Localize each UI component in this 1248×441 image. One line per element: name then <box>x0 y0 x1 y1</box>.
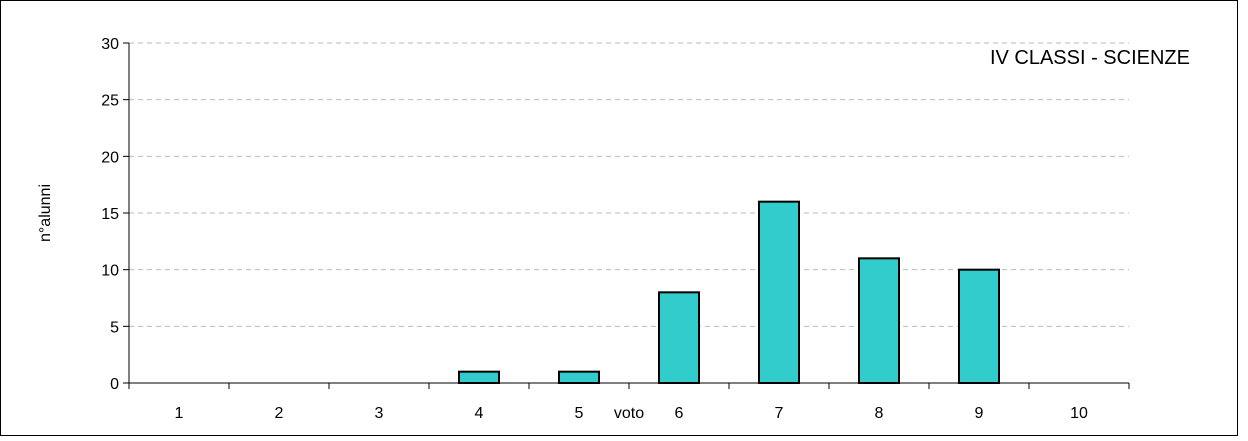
x-tick-label: 7 <box>775 405 784 422</box>
bar-6 <box>658 291 700 385</box>
x-axis-label: voto <box>614 405 644 422</box>
y-tick-label: 20 <box>101 149 119 166</box>
y-tick-label: 5 <box>110 319 119 336</box>
y-tick-labels: 0 5 10 15 20 25 30 <box>101 36 119 393</box>
bar-7 <box>758 200 800 384</box>
x-tick-label: 1 <box>175 405 184 422</box>
x-tick-label: 10 <box>1070 405 1088 422</box>
x-tick-label: 2 <box>275 405 284 422</box>
y-axis-label: n°alunni <box>37 184 54 242</box>
x-tick-label: 4 <box>475 405 484 422</box>
bar-5 <box>558 370 600 384</box>
bar-4 <box>458 370 500 384</box>
y-tick-label: 10 <box>101 263 119 280</box>
gridlines <box>129 42 1129 327</box>
x-tick-label: 3 <box>375 405 384 422</box>
x-tick-label: 9 <box>975 405 984 422</box>
x-tick-labels: 1 2 3 4 5 6 7 8 9 10 <box>175 405 1088 422</box>
bar-9 <box>958 268 1000 384</box>
axes <box>123 42 1130 389</box>
x-tick-label: 6 <box>675 405 684 422</box>
y-tick-label: 0 <box>110 376 119 393</box>
y-tick-label: 30 <box>101 36 119 53</box>
x-tick-label: 5 <box>575 405 584 422</box>
bars <box>458 200 1000 385</box>
chart-title: IV CLASSI - SCIENZE <box>990 47 1190 69</box>
bar-8 <box>858 257 900 385</box>
y-tick-label: 15 <box>101 206 119 223</box>
y-tick-label: 25 <box>101 93 119 110</box>
x-tick-label: 8 <box>875 405 884 422</box>
